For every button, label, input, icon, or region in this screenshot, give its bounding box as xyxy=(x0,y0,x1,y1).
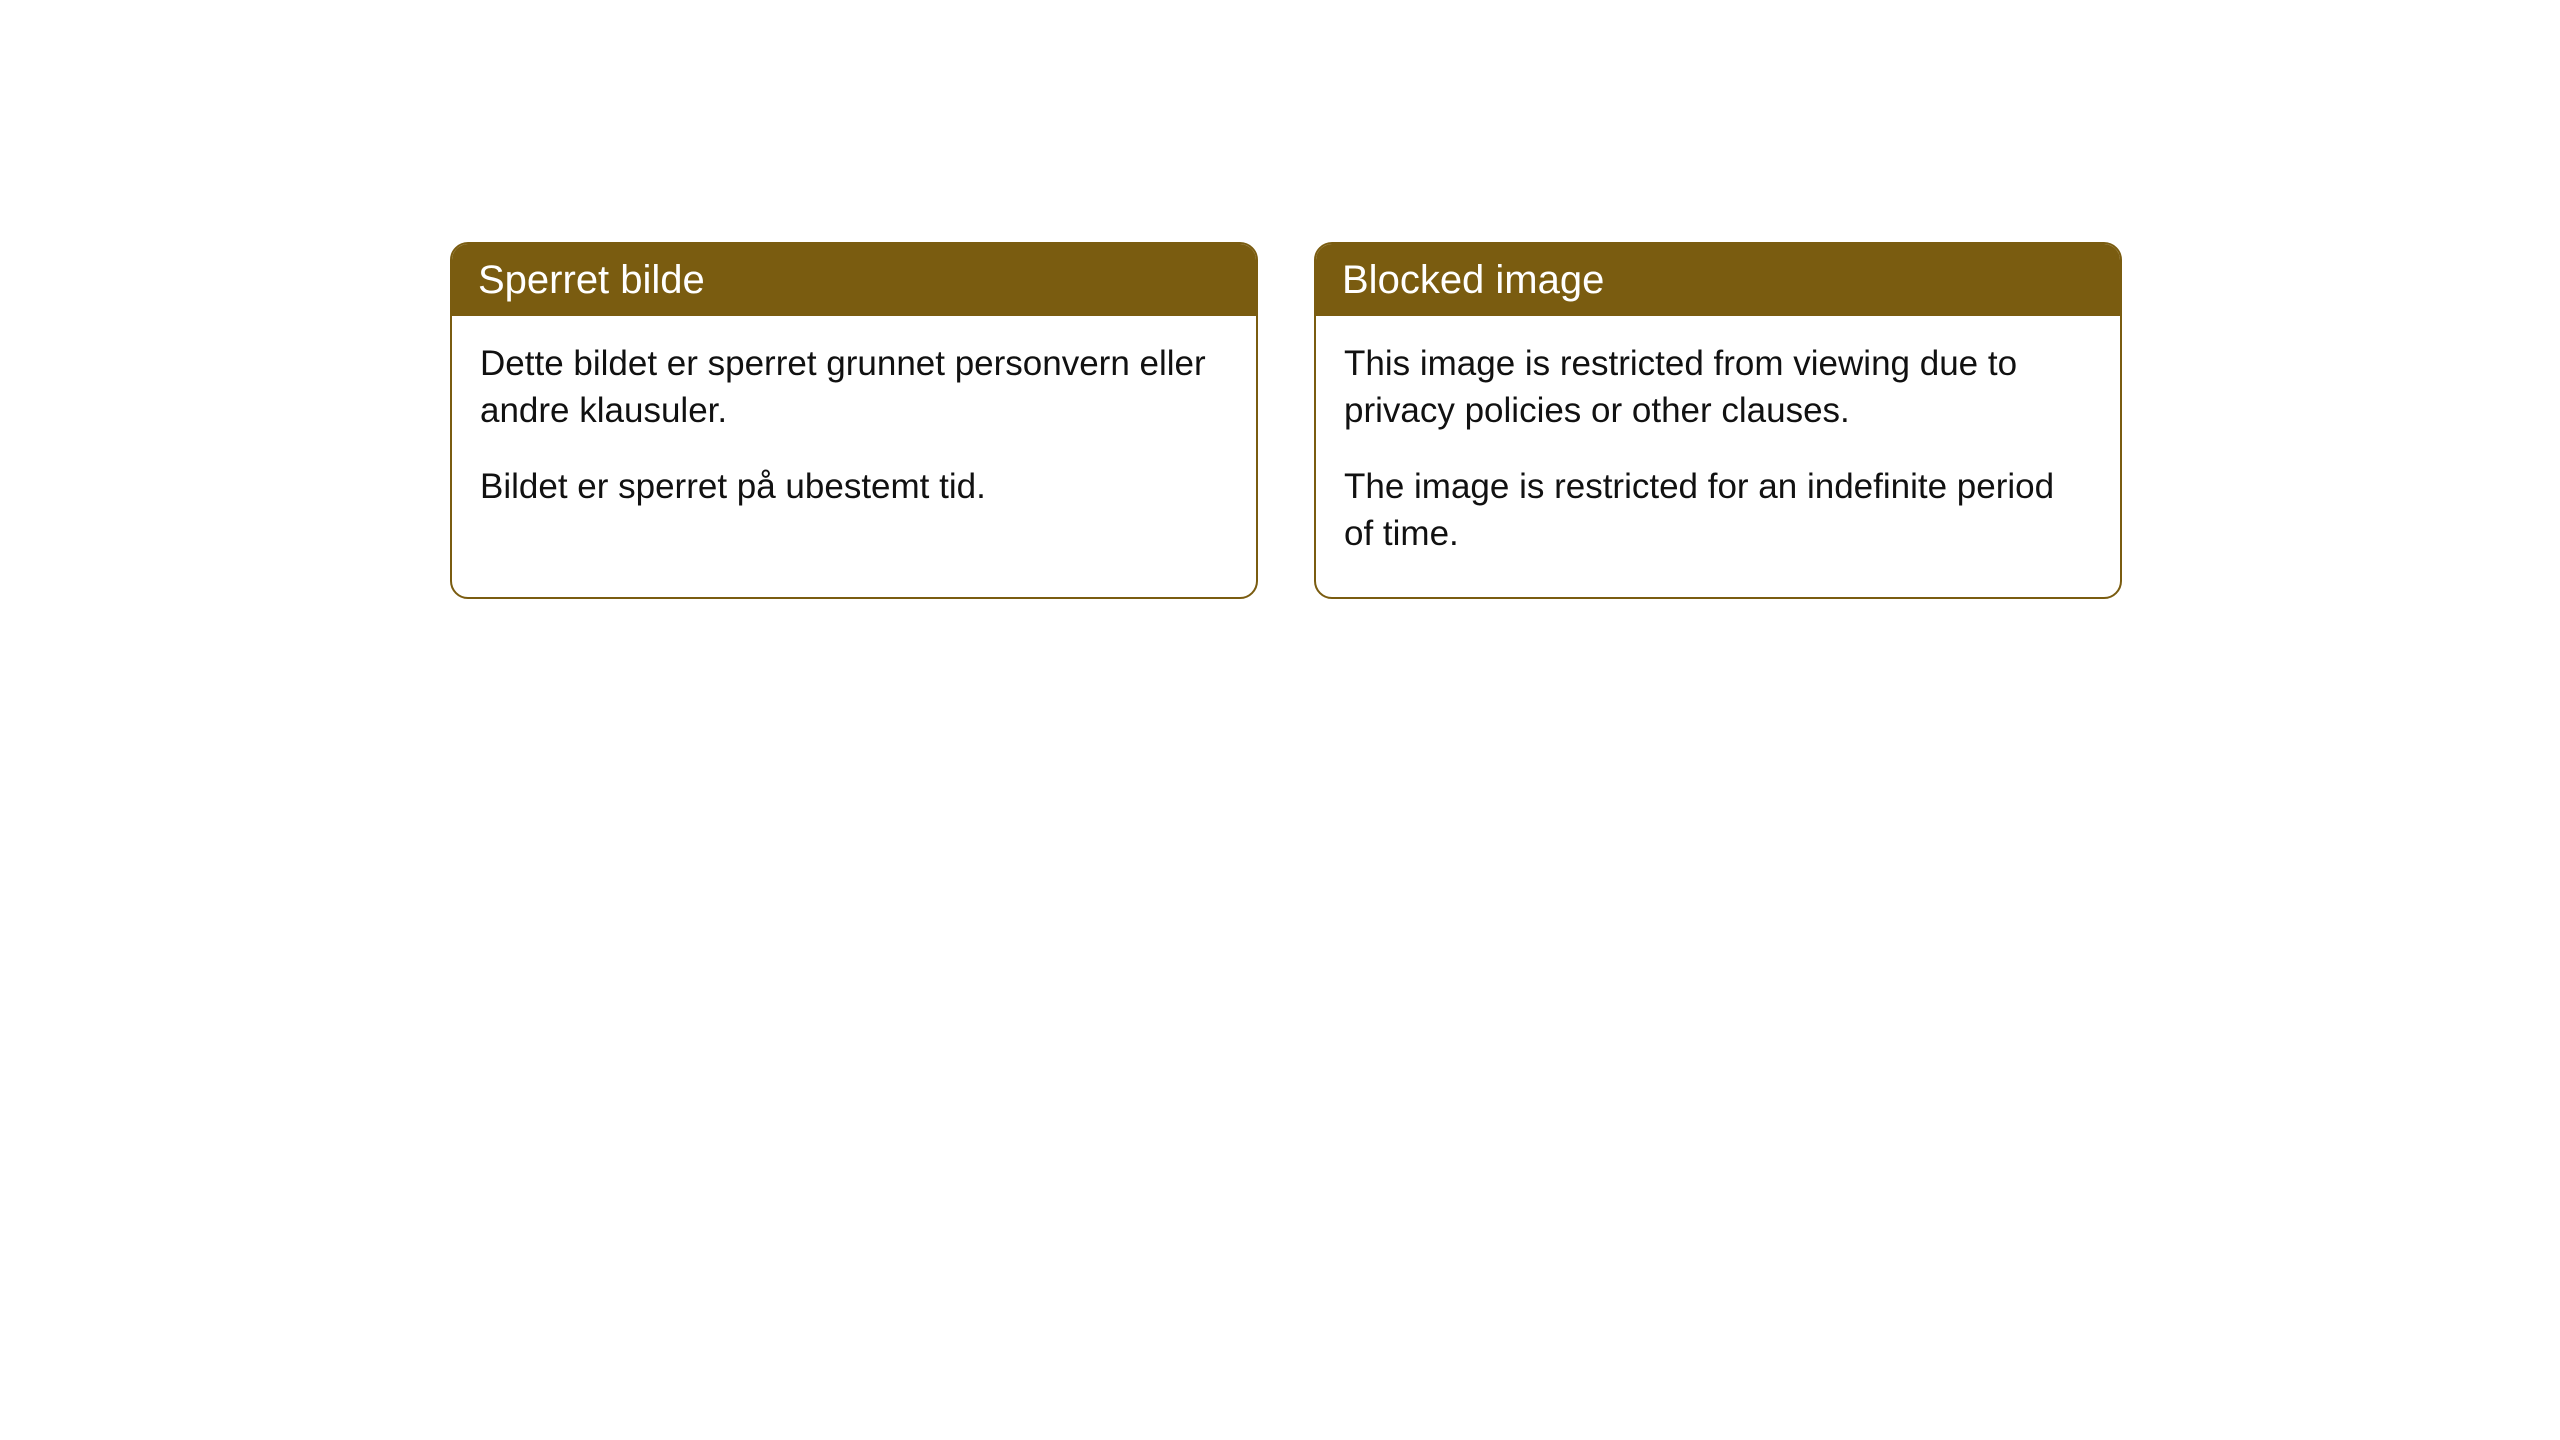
blocked-image-card-no: Sperret bilde Dette bildet er sperret gr… xyxy=(450,242,1258,599)
card-body: This image is restricted from viewing du… xyxy=(1316,316,2120,597)
card-body: Dette bildet er sperret grunnet personve… xyxy=(452,316,1256,550)
cards-container: Sperret bilde Dette bildet er sperret gr… xyxy=(0,0,2560,599)
card-title: Sperret bilde xyxy=(452,244,1256,316)
card-paragraph: Dette bildet er sperret grunnet personve… xyxy=(480,340,1228,435)
card-paragraph: Bildet er sperret på ubestemt tid. xyxy=(480,463,1228,510)
card-paragraph: This image is restricted from viewing du… xyxy=(1344,340,2092,435)
card-paragraph: The image is restricted for an indefinit… xyxy=(1344,463,2092,558)
card-title: Blocked image xyxy=(1316,244,2120,316)
blocked-image-card-en: Blocked image This image is restricted f… xyxy=(1314,242,2122,599)
